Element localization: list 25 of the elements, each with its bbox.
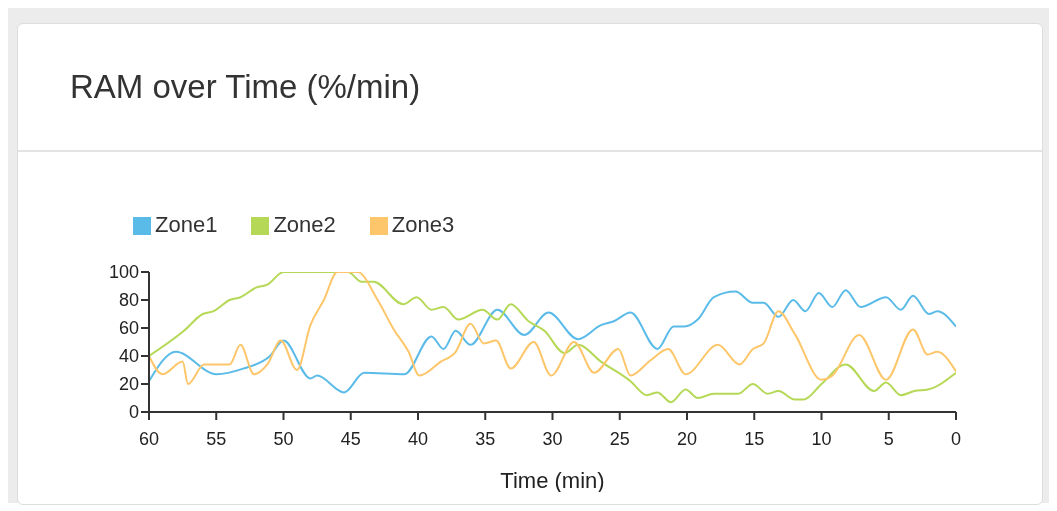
- x-tick-label: 10: [811, 428, 832, 449]
- y-tick-label: 0: [128, 402, 139, 423]
- legend-label: Zone3: [391, 212, 455, 237]
- y-tick-label: 40: [118, 346, 139, 367]
- x-tick-label: 40: [407, 428, 429, 449]
- legend-label: Zone1: [155, 212, 218, 237]
- x-tick-label: 60: [138, 428, 160, 449]
- line-series: [149, 289, 956, 394]
- x-tick-label: 25: [609, 428, 630, 449]
- y-tick-label: 20: [118, 374, 139, 395]
- x-tick-label: 0: [950, 428, 962, 449]
- x-tick-label: 5: [883, 428, 894, 449]
- y-tick-label: 60: [118, 318, 139, 339]
- x-tick-label: 35: [475, 428, 496, 449]
- y-tick-label: 100: [108, 262, 139, 283]
- x-axis-title: Time (min): [500, 468, 605, 493]
- x-tick-label: 50: [273, 428, 294, 449]
- chart-title: RAM over Time (%/min): [70, 68, 421, 106]
- x-tick-label: 15: [744, 428, 765, 449]
- legend-label: Zone2: [273, 212, 336, 237]
- x-tick-label: 20: [676, 428, 698, 449]
- x-tick-label: 55: [206, 428, 227, 449]
- x-tick-label: 45: [340, 428, 361, 449]
- y-tick-label: 80: [118, 290, 139, 311]
- x-tick-label: 30: [542, 428, 563, 449]
